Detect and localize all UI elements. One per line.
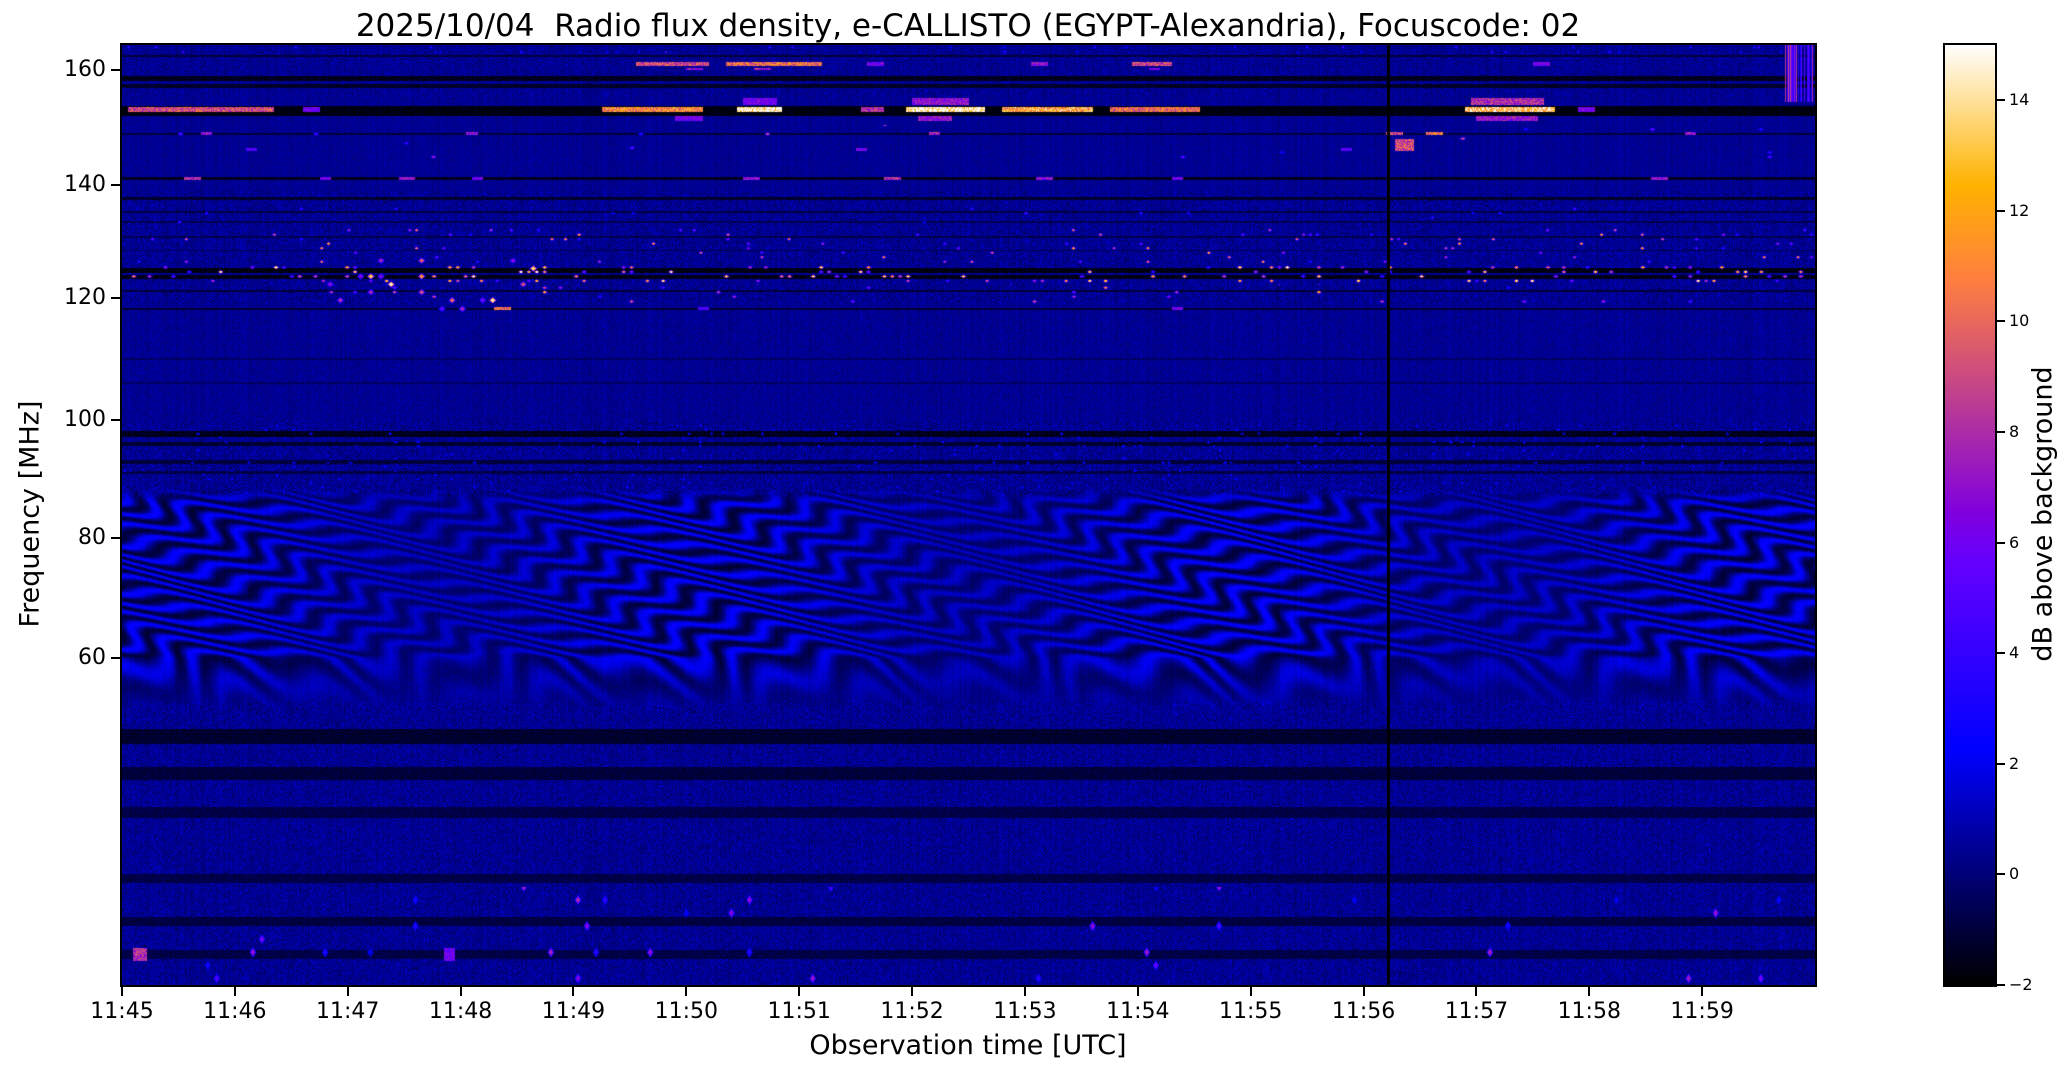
y-tick-label: 160: [64, 57, 106, 83]
colorbar-tick-label: 8: [2009, 422, 2020, 442]
y-tick-label: 140: [64, 172, 106, 198]
colorbar-tick-mark: [1997, 431, 2005, 434]
colorbar-tick-mark: [1997, 209, 2005, 212]
x-tick-label: 11:55: [1218, 999, 1283, 1024]
x-tick-label: 11:47: [316, 999, 380, 1024]
y-tick-mark: [111, 184, 120, 187]
x-tick-label: 11:52: [880, 999, 944, 1024]
x-tick-mark: [911, 987, 914, 996]
x-tick-label: 11:58: [1557, 999, 1621, 1024]
x-tick-mark: [121, 987, 123, 996]
x-tick-label: 11:59: [1670, 999, 1734, 1024]
chart-title: 2025/10/04 Radio flux density, e-CALLIST…: [355, 8, 1581, 44]
y-tick-mark: [111, 296, 120, 299]
colorbar: [1943, 43, 1997, 987]
y-tick-mark: [111, 536, 120, 539]
y-tick-label: 100: [64, 407, 106, 433]
x-tick-label: 11:54: [1106, 999, 1170, 1024]
colorbar-tick-label: 12: [2009, 200, 2030, 220]
y-tick-mark: [111, 419, 120, 422]
colorbar-tick-label: 0: [2009, 864, 2020, 884]
x-tick-mark: [572, 987, 575, 996]
x-tick-label: 11:51: [767, 999, 831, 1024]
x-tick-mark: [798, 987, 801, 996]
colorbar-label: dB above background: [2027, 366, 2059, 662]
x-tick-mark: [233, 987, 236, 996]
x-tick-label: 11:49: [541, 999, 606, 1024]
y-tick-mark: [111, 69, 120, 72]
colorbar-tick-label: 14: [2009, 90, 2030, 110]
y-tick-label: 120: [64, 284, 106, 310]
colorbar-tick-mark: [1997, 320, 2005, 323]
x-tick-label: 11:53: [993, 999, 1057, 1024]
colorbar-tick-label: 6: [2009, 532, 2020, 552]
colorbar-tick-mark: [1997, 541, 2005, 544]
colorbar-tick-label: 2: [2009, 753, 2020, 773]
x-tick-label: 11:56: [1331, 999, 1396, 1024]
colorbar-gradient-canvas: [1945, 45, 1995, 985]
colorbar-tick-label: 4: [2009, 643, 2020, 663]
x-tick-mark: [1362, 987, 1365, 996]
x-tick-label: 11:48: [428, 999, 493, 1024]
spectrogram-canvas: [122, 45, 1815, 985]
y-tick-label: 60: [78, 644, 106, 670]
colorbar-tick-label: 10: [2009, 311, 2030, 331]
x-tick-mark: [685, 987, 688, 996]
colorbar-tick-mark: [1997, 762, 2005, 765]
x-tick-mark: [1249, 987, 1252, 996]
x-tick-label: 11:45: [90, 999, 154, 1024]
colorbar-tick-mark: [1997, 873, 2005, 876]
x-axis-label: Observation time [UTC]: [809, 1030, 1127, 1061]
x-tick-mark: [1475, 987, 1478, 996]
y-tick-label: 80: [78, 524, 106, 550]
y-tick-mark: [111, 656, 120, 659]
colorbar-tick-mark: [1997, 99, 2005, 102]
x-tick-mark: [1023, 987, 1026, 996]
colorbar-tick-mark: [1997, 984, 2005, 986]
colorbar-tick-label: −2: [2009, 975, 2033, 994]
x-tick-mark: [1588, 987, 1591, 996]
x-tick-mark: [346, 987, 349, 996]
colorbar-tick-mark: [1997, 652, 2005, 655]
x-tick-label: 11:46: [203, 999, 267, 1024]
y-axis-label: Frequency [MHz]: [14, 400, 46, 628]
x-tick-label: 11:57: [1444, 999, 1509, 1024]
x-tick-label: 11:50: [654, 999, 719, 1024]
x-tick-mark: [1136, 987, 1139, 996]
x-tick-mark: [1701, 987, 1704, 996]
plot-area: [120, 43, 1817, 987]
x-tick-mark: [459, 987, 462, 996]
